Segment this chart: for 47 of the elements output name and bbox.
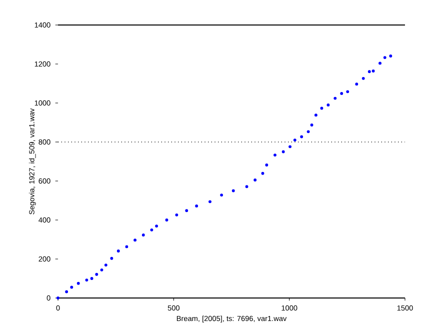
point	[340, 92, 344, 95]
point	[306, 130, 310, 134]
point	[282, 150, 285, 154]
point	[320, 106, 324, 110]
point	[104, 264, 108, 267]
point	[334, 96, 337, 100]
point	[314, 114, 318, 117]
point	[293, 138, 296, 142]
point	[134, 238, 137, 242]
point	[208, 200, 212, 204]
point	[185, 209, 188, 212]
point	[326, 103, 330, 106]
point	[389, 54, 392, 58]
point	[362, 76, 365, 80]
point	[95, 272, 98, 276]
point	[383, 56, 386, 60]
point	[368, 70, 371, 74]
point	[346, 90, 350, 94]
point	[155, 224, 158, 228]
point	[195, 204, 198, 208]
point	[274, 154, 276, 157]
point	[175, 213, 178, 216]
point	[165, 218, 168, 222]
point	[76, 282, 80, 285]
point	[265, 164, 268, 166]
point	[245, 185, 248, 188]
point	[125, 245, 128, 248]
point	[288, 145, 292, 148]
point	[150, 228, 154, 232]
point	[110, 256, 114, 260]
point	[372, 70, 375, 72]
point	[232, 189, 235, 192]
point	[90, 277, 94, 280]
point	[65, 290, 68, 294]
point	[142, 234, 145, 236]
point	[100, 268, 104, 272]
point	[56, 296, 60, 300]
point	[355, 82, 358, 86]
point	[300, 135, 304, 138]
point	[85, 278, 88, 282]
point	[261, 172, 264, 175]
point	[70, 286, 74, 289]
point	[378, 62, 382, 65]
point	[254, 178, 257, 182]
point	[310, 124, 314, 126]
point	[220, 194, 224, 196]
point	[116, 250, 120, 252]
